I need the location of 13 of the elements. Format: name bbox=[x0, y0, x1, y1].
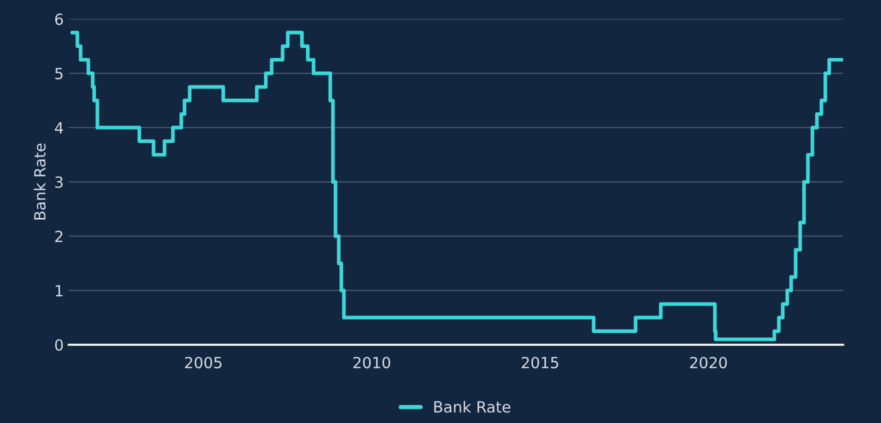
y-tick-label: 0 bbox=[55, 339, 63, 351]
y-tick-label: 2 bbox=[55, 230, 62, 242]
legend-label: Bank Rate bbox=[434, 400, 510, 413]
y-tick-label: 5 bbox=[55, 68, 63, 80]
x-tick-label: 2010 bbox=[353, 356, 390, 368]
y-axis-title: Bank Rate bbox=[34, 144, 46, 220]
y-tick-label: 4 bbox=[54, 122, 63, 134]
x-tick-label: 2015 bbox=[522, 356, 558, 368]
x-tick-label: 2020 bbox=[690, 356, 727, 368]
y-tick-label: 1 bbox=[56, 285, 62, 296]
y-tick-label: 3 bbox=[55, 176, 63, 188]
y-tick-label: 6 bbox=[55, 14, 63, 26]
x-tick-label: 2005 bbox=[185, 356, 222, 368]
